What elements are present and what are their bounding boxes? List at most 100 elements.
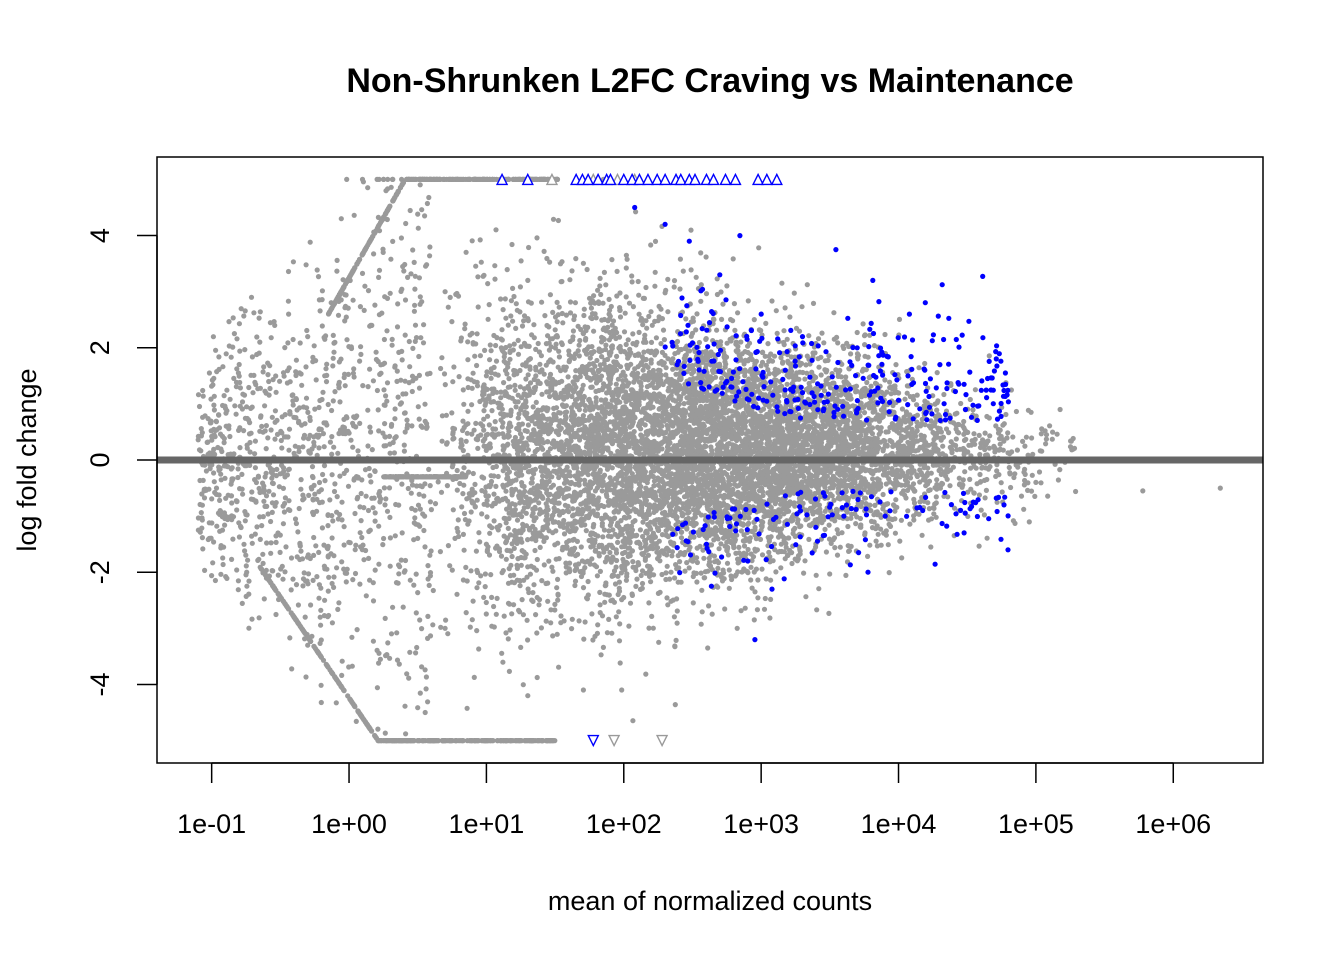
data-point <box>311 343 317 349</box>
data-point <box>195 392 202 398</box>
data-point <box>559 341 565 348</box>
data-point <box>483 400 489 406</box>
data-point <box>640 322 646 328</box>
data-point <box>490 426 496 432</box>
data-point <box>196 403 203 410</box>
data-point <box>876 431 882 437</box>
data-point <box>300 583 306 589</box>
data-point <box>873 526 879 532</box>
data-point <box>387 563 393 569</box>
data-point <box>625 337 631 343</box>
data-point <box>545 507 551 513</box>
data-point <box>415 225 421 231</box>
data-point <box>804 282 810 288</box>
data-point <box>401 442 407 448</box>
data-point <box>981 512 988 518</box>
data-point <box>454 290 460 297</box>
data-point <box>412 515 418 521</box>
data-point <box>417 294 423 300</box>
data-point <box>588 305 595 311</box>
data-point <box>893 497 899 503</box>
data-point <box>329 472 335 478</box>
data-point <box>461 510 468 517</box>
data-point <box>420 340 427 346</box>
data-point <box>645 552 652 558</box>
data-point <box>298 486 304 492</box>
data-point <box>457 480 463 487</box>
data-point <box>606 296 612 302</box>
data-point <box>265 435 271 441</box>
data-point <box>268 335 274 341</box>
data-point <box>470 370 476 376</box>
data-point <box>418 335 424 341</box>
data-point <box>503 556 509 562</box>
data-point <box>489 594 495 601</box>
data-point <box>487 342 493 348</box>
data-point <box>282 412 288 418</box>
data-point <box>345 371 351 377</box>
data-point <box>246 591 252 597</box>
data-point <box>822 526 828 533</box>
data-point <box>272 408 278 414</box>
data-point <box>493 483 499 489</box>
data-point <box>550 568 556 574</box>
data-point <box>751 569 757 575</box>
data-point <box>513 301 519 307</box>
data-point <box>898 517 905 523</box>
data-point <box>604 466 611 472</box>
data-point <box>601 549 607 555</box>
data-point <box>302 614 308 620</box>
data-point <box>298 548 304 554</box>
data-point <box>770 558 776 564</box>
data-point <box>616 579 623 585</box>
data-point <box>629 279 635 285</box>
data-point <box>504 267 510 273</box>
data-point <box>758 363 764 369</box>
data-point <box>709 611 715 617</box>
data-point <box>201 495 208 501</box>
data-point <box>427 483 433 489</box>
data-point <box>1054 431 1060 437</box>
data-point <box>199 535 205 541</box>
data-point <box>390 238 396 244</box>
data-point <box>502 296 508 302</box>
data-point <box>941 391 947 398</box>
data-point <box>887 379 893 385</box>
data-point <box>641 349 647 355</box>
data-point <box>585 578 591 585</box>
data-point <box>540 473 546 479</box>
data-point <box>934 477 940 483</box>
data-point <box>960 423 966 429</box>
data-point <box>259 523 265 529</box>
data-point <box>407 207 413 214</box>
data-point <box>303 364 309 370</box>
data-point <box>376 312 382 318</box>
data-point <box>987 433 993 439</box>
data-point <box>285 368 291 374</box>
data-point <box>520 612 527 618</box>
data-point <box>567 277 573 283</box>
data-point <box>613 381 619 387</box>
data-point <box>882 331 888 338</box>
data-point <box>594 513 600 519</box>
data-point <box>254 334 260 340</box>
data-point <box>897 538 903 544</box>
data-point <box>321 444 327 450</box>
data-point <box>526 244 532 251</box>
data-point <box>672 643 678 649</box>
data-point <box>1026 519 1032 525</box>
data-point <box>325 588 331 594</box>
data-point <box>578 544 584 550</box>
data-point <box>307 239 313 245</box>
data-point <box>511 572 517 578</box>
data-point <box>991 443 997 449</box>
data-point <box>835 373 841 379</box>
data-point <box>358 351 364 357</box>
data-point <box>1018 493 1025 499</box>
data-point <box>748 564 754 570</box>
data-point <box>994 468 1000 474</box>
data-point <box>407 577 413 583</box>
data-point <box>500 659 506 665</box>
data-point <box>381 387 387 393</box>
data-point <box>884 389 890 395</box>
